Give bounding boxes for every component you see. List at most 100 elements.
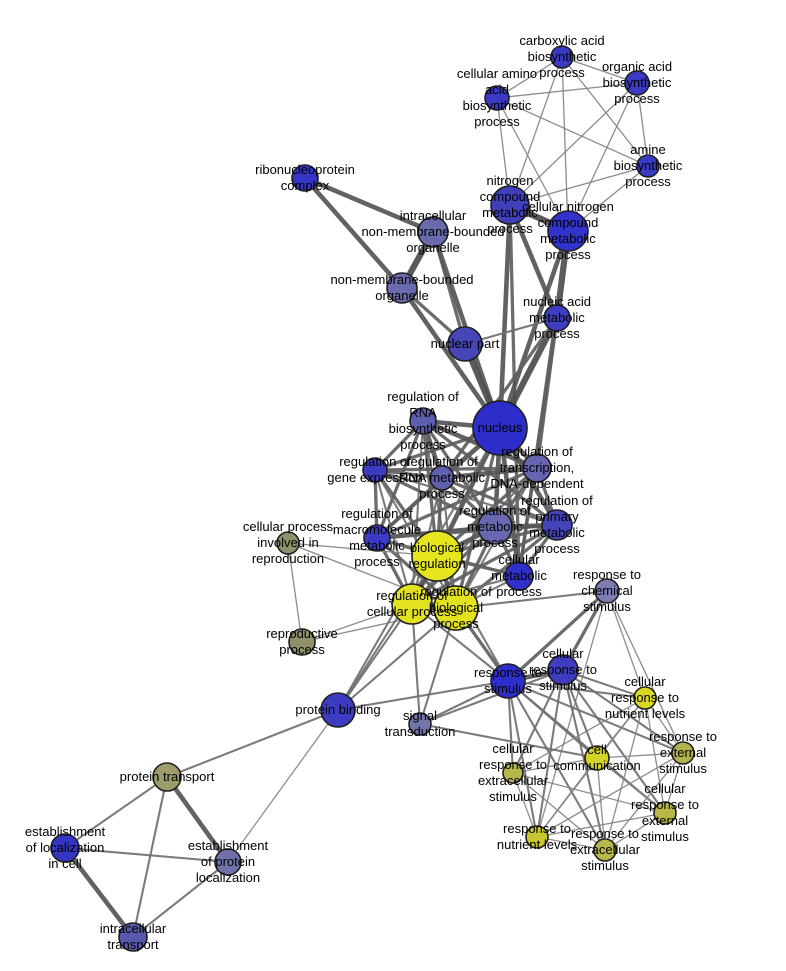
edge-carboxylic_acid_biosynthetic--organic_acid_biosynthetic [561,56,638,84]
node-regulation_transcription_dna[interactable] [522,453,552,483]
node-cellular_response_external_stimulus[interactable] [653,801,677,825]
node-organic_acid_biosynthetic[interactable] [624,70,650,96]
node-nuclear_part[interactable] [447,326,483,362]
edge-carboxylic_acid_biosynthetic--amine_biosynthetic [561,56,649,167]
node-cell_communication[interactable] [584,745,610,771]
edge-protein_transport--intracellular_transport [131,776,169,938]
edge-response_chemical_stimulus--regulation_biological_process [455,589,608,610]
edge-nitrogen_compound_metabolic--nucleic_acid_metabolic [507,204,560,319]
node-regulation_rna_metabolic[interactable] [429,465,455,491]
node-regulation_macromolecule_metabolic[interactable] [363,524,391,552]
node-carboxylic_acid_biosynthetic[interactable] [550,45,574,69]
edge-response_chemical_stimulus--cellular_response_nutrient_levels [606,590,646,699]
edge-response_stimulus--response_nutrient_levels [506,680,539,838]
node-nucleus[interactable] [472,400,528,456]
edge-regulation_gene_expression--regulation_biological_process [374,469,457,609]
edge-carboxylic_acid_biosynthetic--cellular_amino_acid_biosynthetic [496,56,563,99]
edge-cellular_response_stimulus--response_nutrient_levels [535,669,565,838]
edge-cellular_response_stimulus--signal_transduction [419,669,564,725]
edge-cellular_response_extracellular_stimulus--cellular_response_external_stimulus [512,772,666,814]
node-cellular_metabolic[interactable] [504,561,534,591]
edge-cell_communication--cellular_response_extracellular_stimulus [512,757,598,774]
node-regulation_primary_metabolic[interactable] [541,509,573,541]
node-regulation_rna_biosynthetic[interactable] [409,407,437,435]
node-regulation_biological_process[interactable] [433,585,479,631]
edge-ribonucleoprotein_complex--non_membrane_organelle [303,176,404,290]
edge-protein_transport--establishment_protein_localization [165,775,230,864]
node-cellular_response_extracellular_stimulus[interactable] [502,762,524,784]
edge-response_external_stimulus--response_extracellular_stimulus [604,752,684,851]
edge-cellular_response_nutrient_levels--response_extracellular_stimulus [604,697,646,851]
node-non_membrane_organelle[interactable] [386,272,418,304]
edge-cellular_amino_acid_biosynthetic--cellular_nitrogen_compound_metabolic [496,97,569,232]
edge-regulation_gene_expression--regulation_metabolic [374,468,496,529]
edge-regulation_transcription_dna--regulation_gene_expression [374,466,538,472]
edge-regulation_rna_metabolic--regulation_primary_metabolic [441,476,558,527]
edge-protein_binding--biological_regulation [337,555,438,711]
edge-cellular_amino_acid_biosynthetic--amine_biosynthetic [496,97,649,167]
edge-cellular_response_stimulus--cellular_response_external_stimulus [562,669,666,814]
edge-protein_binding--regulation_biological_process [337,607,457,711]
edge-cellular_response_stimulus--cellular_response_extracellular_stimulus [512,669,564,774]
edge-cellular_response_stimulus--response_external_stimulus [562,669,684,754]
edge-cell_communication--response_extracellular_stimulus [596,757,606,851]
edge-cell_communication--cellular_response_external_stimulus [596,757,666,814]
edge-organic_acid_biosynthetic--cellular_amino_acid_biosynthetic [496,82,638,99]
node-response_stimulus[interactable] [490,663,526,699]
node-response_chemical_stimulus[interactable] [594,578,620,604]
edge-regulation_gene_expression--regulation_primary_metabolic [374,468,558,527]
node-nitrogen_compound_metabolic[interactable] [490,185,530,225]
node-signal_transduction[interactable] [408,712,432,736]
node-reproductive_process[interactable] [288,628,316,656]
edge-non_membrane_organelle--nucleus [400,286,502,430]
node-cellular_process_reproduction[interactable] [276,531,300,555]
edge-amine_biosynthetic--nitrogen_compound_metabolic [509,165,649,206]
node-establishment_protein_localization[interactable] [214,848,242,876]
edge-cell_communication--signal_transduction [419,722,598,760]
edge-nucleic_acid_metabolic--regulation_transcription_dna [535,317,559,469]
edge-cellular_response_extracellular_stimulus--response_extracellular_stimulus [512,772,606,851]
node-nucleic_acid_metabolic[interactable] [543,304,571,332]
node-cellular_nitrogen_compound_metabolic[interactable] [547,210,589,252]
edge-response_nutrient_levels--cellular_response_external_stimulus [536,812,666,838]
edge-protein_binding--protein_transport [166,709,339,778]
edge-response_external_stimulus--response_nutrient_levels [536,752,684,838]
edge-protein_transport--establishment_localization_in_cell [64,776,168,849]
node-regulation_metabolic[interactable] [477,509,513,545]
edge-response_chemical_stimulus--response_nutrient_levels [536,590,608,838]
node-regulation_cellular_process[interactable] [391,583,433,625]
node-ribonucleoprotein_complex[interactable] [291,164,319,192]
edge-organic_acid_biosynthetic--nitrogen_compound_metabolic [509,82,638,206]
node-intracellular_non_membrane_organelle[interactable] [417,216,449,248]
edge-regulation_primary_metabolic--regulation_cellular_process [411,523,558,606]
node-cellular_response_stimulus[interactable] [547,654,579,686]
node-establishment_localization_in_cell[interactable] [50,833,80,863]
edge-regulation_rna_biosynthetic--regulation_cellular_process [410,420,425,605]
node-protein_binding[interactable] [320,692,356,728]
edge-organic_acid_biosynthetic--cellular_nitrogen_compound_metabolic [567,82,638,232]
node-response_nutrient_levels[interactable] [525,825,549,849]
edge-cellular_nitrogen_compound_metabolic--nucleus [497,230,571,429]
edge-ribonucleoprotein_complex--intracellular_non_membrane_organelle [304,175,434,235]
node-regulation_gene_expression[interactable] [362,457,388,483]
edge-carboxylic_acid_biosynthetic--nitrogen_compound_metabolic [509,56,563,206]
node-intracellular_transport[interactable] [118,922,148,952]
node-cellular_amino_acid_biosynthetic[interactable] [484,85,510,111]
node-cellular_response_nutrient_levels[interactable] [633,686,657,710]
edge-cellular_response_nutrient_levels--cellular_response_external_stimulus [644,697,666,814]
edge-response_stimulus--protein_binding [337,679,509,712]
edge-response_chemical_stimulus--response_external_stimulus [606,590,684,754]
node-amine_biosynthetic[interactable] [636,154,660,178]
node-response_external_stimulus[interactable] [671,741,695,765]
edge-organic_acid_biosynthetic--amine_biosynthetic [636,82,649,167]
edge-regulation_rna_biosynthetic--regulation_macromolecule_metabolic [375,420,425,539]
node-protein_transport[interactable] [152,762,182,792]
node-biological_regulation[interactable] [411,530,463,582]
edge-regulation_rna_metabolic--regulation_macromolecule_metabolic [375,476,444,540]
node-response_extracellular_stimulus[interactable] [593,838,617,862]
edge-response_stimulus--response_chemical_stimulus [506,589,609,683]
edge-cell_communication--response_nutrient_levels [536,757,598,838]
edge-carboxylic_acid_biosynthetic--cellular_nitrogen_compound_metabolic [561,56,569,232]
